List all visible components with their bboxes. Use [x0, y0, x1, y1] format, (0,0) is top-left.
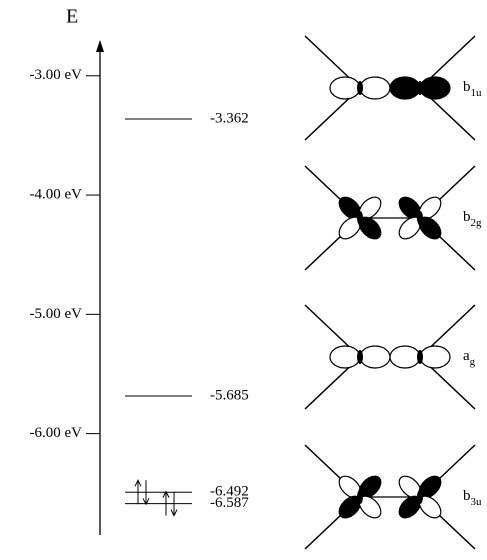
- orbital-label: b3u: [463, 488, 482, 507]
- orbital: b2g: [305, 166, 482, 270]
- orbital: b1u: [305, 36, 482, 140]
- orbital-letter: b: [463, 79, 471, 95]
- lobe: [390, 77, 420, 99]
- orbital-letter: b: [463, 488, 471, 504]
- lobe: [330, 346, 360, 368]
- orbital-subscript: 2g: [471, 217, 483, 229]
- orbital: ag: [305, 305, 476, 409]
- nucleus: [357, 81, 363, 95]
- lobe: [390, 346, 420, 368]
- nucleus: [417, 490, 423, 504]
- lobe: [360, 77, 390, 99]
- axis-arrow: [96, 40, 104, 52]
- orbital-letter: b: [463, 209, 471, 225]
- orbital-subscript: 1u: [471, 87, 483, 99]
- nucleus: [357, 211, 363, 225]
- orbital: b3u: [305, 445, 482, 549]
- orbital-subscript: 3u: [471, 496, 483, 508]
- nucleus: [357, 350, 363, 364]
- tick-label: -6.00 eV: [30, 425, 83, 441]
- lobe: [420, 346, 450, 368]
- orbital-subscript: g: [470, 356, 476, 368]
- level-label: -6.587: [210, 495, 249, 511]
- tick-label: -4.00 eV: [30, 186, 83, 202]
- lobe: [420, 77, 450, 99]
- orbital-label: b1u: [463, 79, 482, 98]
- nucleus: [417, 350, 423, 364]
- lobe: [360, 346, 390, 368]
- energy-diagram: E -3.00 eV -4.00 eV -5.00 eV -6.00 eV -3.362…: [0, 0, 487, 555]
- orbital-label: ag: [463, 348, 476, 367]
- axis-label: E: [66, 6, 78, 28]
- orbital-label: b2g: [463, 209, 482, 228]
- lobe: [330, 77, 360, 99]
- nucleus: [417, 81, 423, 95]
- tick-label: -5.00 eV: [30, 306, 83, 322]
- level-label: -3.362: [210, 110, 249, 126]
- nucleus: [417, 211, 423, 225]
- tick-label: -3.00 eV: [30, 67, 83, 83]
- nucleus: [357, 490, 363, 504]
- level-label: -5.685: [210, 387, 249, 403]
